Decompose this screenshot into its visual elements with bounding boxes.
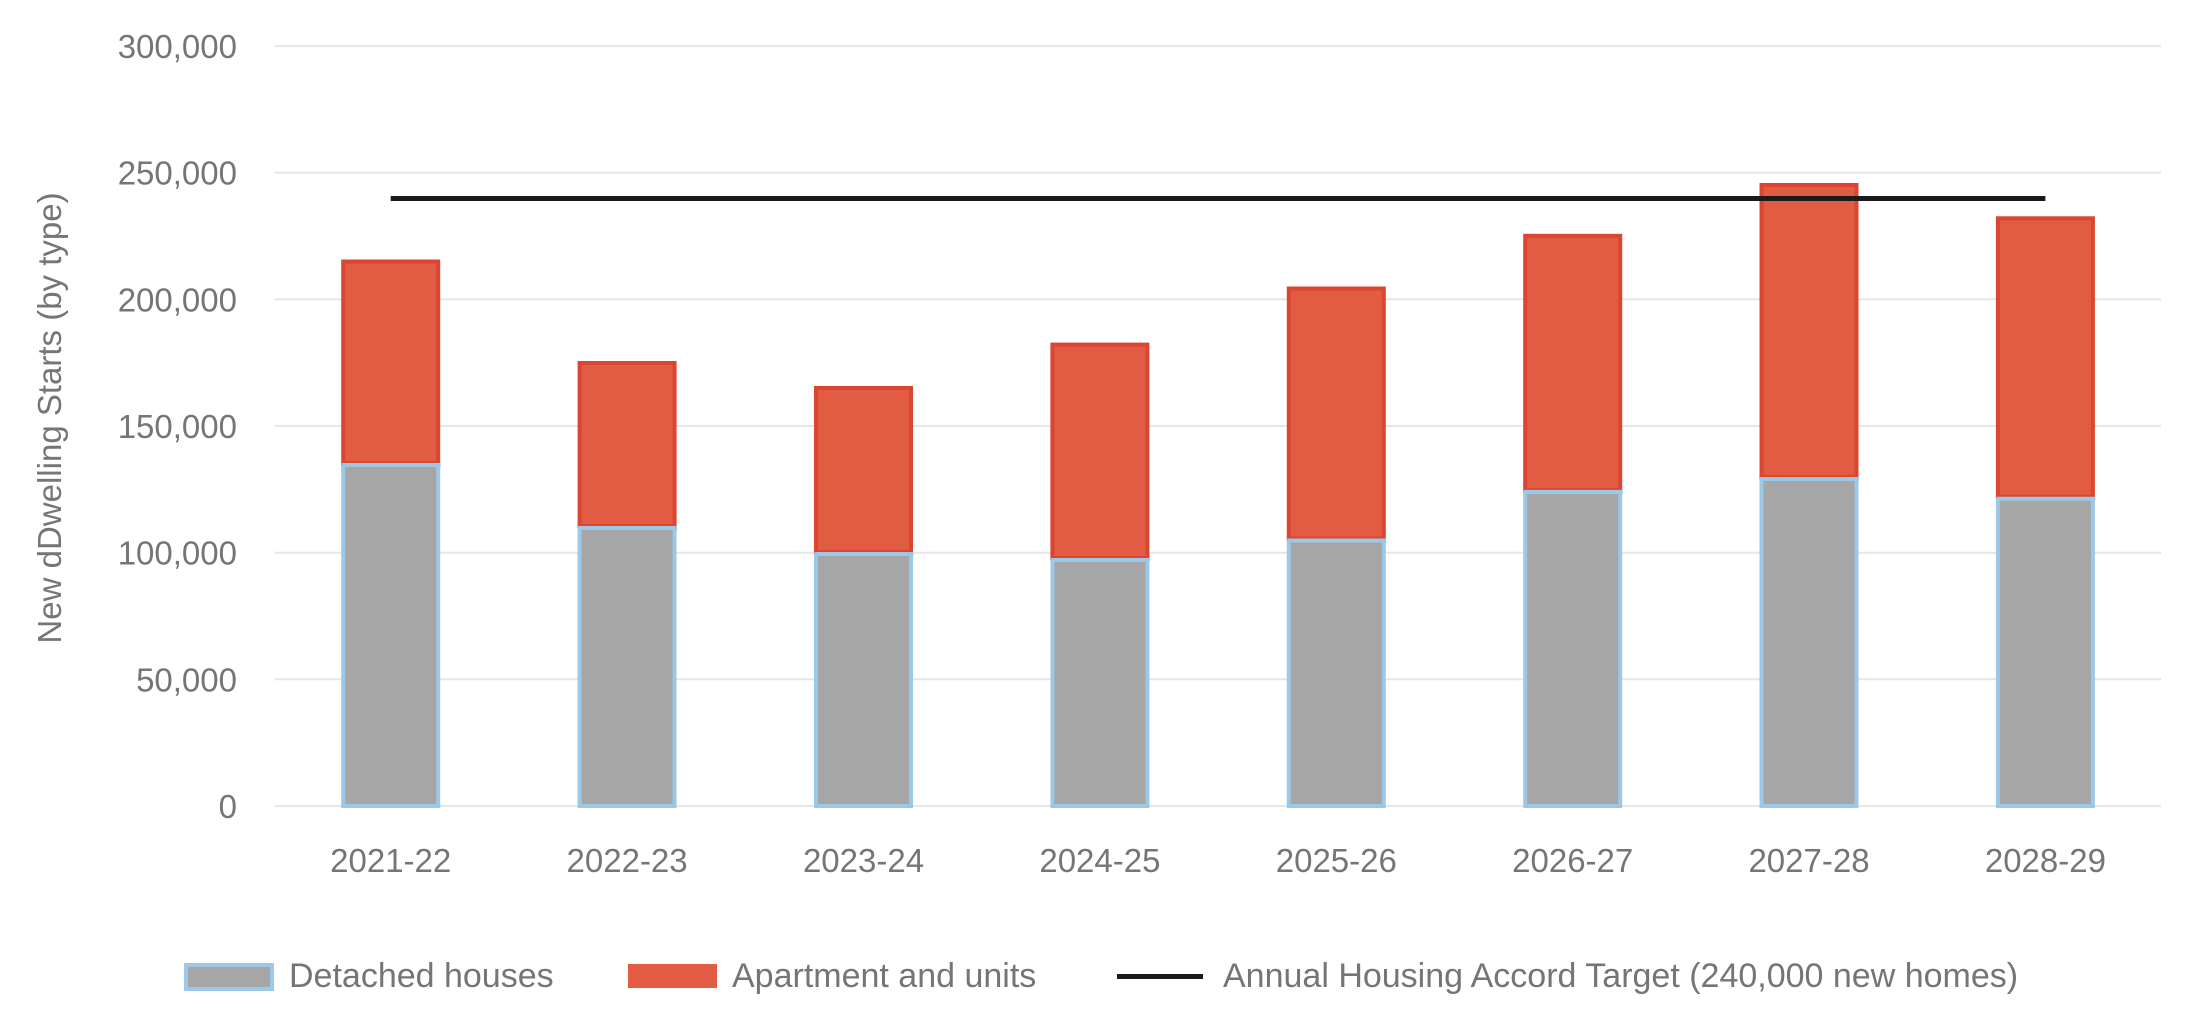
- svg-text:300,000: 300,000: [118, 28, 237, 65]
- svg-text:100,000: 100,000: [118, 535, 237, 572]
- svg-text:New dDwelling Starts (by type): New dDwelling Starts (by type): [31, 192, 68, 643]
- svg-text:2026-27: 2026-27: [1512, 842, 1633, 879]
- svg-text:200,000: 200,000: [118, 281, 237, 318]
- svg-text:50,000: 50,000: [136, 661, 237, 698]
- svg-text:2027-28: 2027-28: [1748, 842, 1869, 879]
- svg-text:2022-23: 2022-23: [567, 842, 688, 879]
- svg-text:2028-29: 2028-29: [1985, 842, 2106, 879]
- svg-text:2023-24: 2023-24: [803, 842, 924, 879]
- svg-text:Detached houses: Detached houses: [289, 957, 554, 995]
- svg-text:2021-22: 2021-22: [330, 842, 451, 879]
- svg-text:Annual Housing Accord Target (: Annual Housing Accord Target (240,000 ne…: [1223, 957, 2018, 995]
- svg-text:0: 0: [219, 788, 237, 825]
- svg-text:2025-26: 2025-26: [1276, 842, 1397, 879]
- svg-text:2024-25: 2024-25: [1039, 842, 1160, 879]
- svg-text:150,000: 150,000: [118, 408, 237, 445]
- svg-text:Apartment and units: Apartment and units: [732, 957, 1036, 995]
- svg-text:250,000: 250,000: [118, 155, 237, 192]
